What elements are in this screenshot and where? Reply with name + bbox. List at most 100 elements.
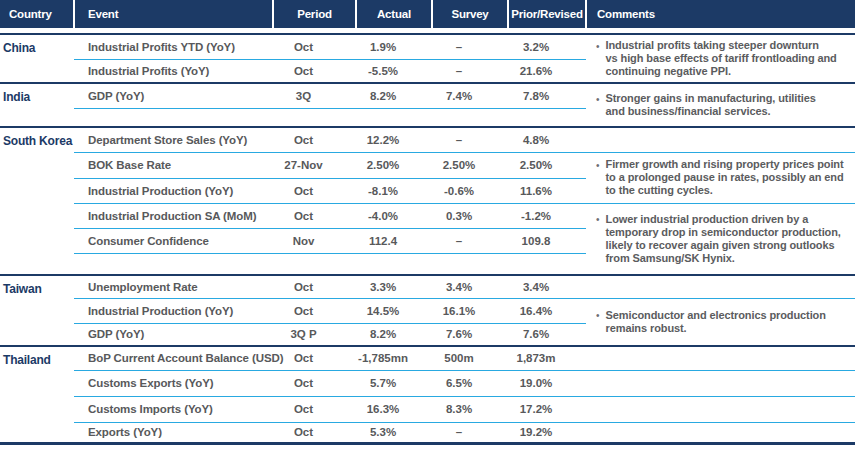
- event-cell: BoP Current Account Balance (USD): [74, 346, 273, 370]
- header-comments: Comments: [586, 0, 855, 28]
- prior-cell: 3.2%: [508, 34, 586, 59]
- header-prior-revised: Prior/Revised: [508, 0, 586, 28]
- header-row: Country Event Period Actual Survey Prior…: [0, 0, 855, 28]
- survey-cell: 2.50%: [432, 152, 508, 178]
- event-cell: GDP (YoY): [74, 323, 273, 346]
- table-row: Industrial Production (YoY) Oct 14.5% 16…: [0, 298, 855, 323]
- comment: • Semiconductor and electronics producti…: [596, 309, 855, 335]
- country-group-thailand: Thailand BoP Current Account Balance (US…: [0, 346, 855, 443]
- comment-cell: [586, 370, 855, 396]
- comment: • Stronger gains in manufacturing, utili…: [596, 92, 855, 118]
- comment: • Industrial profits taking steeper down…: [596, 39, 855, 78]
- actual-cell: 12.2%: [356, 127, 432, 152]
- period-cell: Oct: [273, 346, 356, 370]
- comment-cell: • Semiconductor and electronics producti…: [586, 298, 855, 346]
- comment-cell: • Lower industrial production driven by …: [586, 203, 855, 275]
- comment-text: Industrial profits taking steeper downtu…: [606, 39, 837, 78]
- table-row: China Industrial Profits YTD (YoY) Oct 1…: [0, 34, 855, 59]
- survey-cell: –: [432, 34, 508, 59]
- prior-cell: 1,873m: [508, 346, 586, 370]
- economic-data-table: Country Event Period Actual Survey Prior…: [0, 0, 855, 445]
- table-row: South Korea Department Store Sales (YoY)…: [0, 127, 855, 152]
- comment-text: Lower industrial production driven by a …: [606, 213, 841, 265]
- actual-cell: 8.2%: [356, 323, 432, 346]
- comment: • Firmer growth and rising property pric…: [596, 158, 855, 197]
- comment-text: Stronger gains in manufacturing, utiliti…: [606, 92, 816, 118]
- table-row: Thailand BoP Current Account Balance (US…: [0, 346, 855, 370]
- country-group-india: India GDP (YoY) 3Q 8.2% 7.4% 7.8% • Stro…: [0, 83, 855, 127]
- actual-cell: -5.5%: [356, 59, 432, 83]
- comment-text: Semiconductor and electronics production…: [606, 309, 826, 335]
- prior-cell: 17.2%: [508, 396, 586, 422]
- survey-cell: -0.6%: [432, 178, 508, 203]
- country-group-south-korea: South Korea Department Store Sales (YoY)…: [0, 127, 855, 275]
- period-cell: Oct: [273, 370, 356, 396]
- survey-cell: 8.3%: [432, 396, 508, 422]
- comment: • Lower industrial production driven by …: [596, 213, 855, 265]
- survey-cell: 7.6%: [432, 323, 508, 346]
- prior-cell: 21.6%: [508, 59, 586, 83]
- prior-cell: 7.6%: [508, 323, 586, 346]
- event-cell: Consumer Confidence: [74, 228, 273, 253]
- survey-cell: 0.3%: [432, 203, 508, 228]
- comment-cell: [586, 346, 855, 370]
- comment-cell: [586, 275, 855, 298]
- prior-cell: 2.50%: [508, 152, 586, 178]
- comment-cell: [586, 127, 855, 152]
- header-actual: Actual: [356, 0, 432, 28]
- survey-cell: 3.4%: [432, 275, 508, 298]
- survey-cell: –: [432, 422, 508, 443]
- comment-cell: • Firmer growth and rising property pric…: [586, 152, 855, 203]
- table-header: Country Event Period Actual Survey Prior…: [0, 0, 855, 34]
- table-row: Exports (YoY) Oct 5.3% – 19.2%: [0, 422, 855, 443]
- bullet-icon: •: [596, 92, 600, 106]
- event-cell: Industrial Profits YTD (YoY): [74, 34, 273, 59]
- period-cell: Oct: [273, 59, 356, 83]
- survey-cell: –: [432, 127, 508, 152]
- period-cell: Oct: [273, 203, 356, 228]
- country-group-taiwan: Taiwan Unemployment Rate Oct 3.3% 3.4% 3…: [0, 275, 855, 346]
- country-label: Thailand: [0, 346, 74, 443]
- comment-cell: • Industrial profits taking steeper down…: [586, 34, 855, 83]
- actual-cell: 112.4: [356, 228, 432, 253]
- actual-cell: -8.1%: [356, 178, 432, 203]
- event-cell: Industrial Production (YoY): [74, 298, 273, 323]
- period-cell: Oct: [273, 275, 356, 298]
- actual-cell: 16.3%: [356, 396, 432, 422]
- bullet-icon: •: [596, 213, 600, 227]
- prior-cell: -1.2%: [508, 203, 586, 228]
- prior-cell: 11.6%: [508, 178, 586, 203]
- actual-cell: -1,785mn: [356, 346, 432, 370]
- survey-cell: 6.5%: [432, 370, 508, 396]
- event-cell: Industrial Production (YoY): [74, 178, 273, 203]
- prior-cell: 19.0%: [508, 370, 586, 396]
- bullet-icon: •: [596, 309, 600, 323]
- survey-cell: –: [432, 228, 508, 253]
- comment-cell: [586, 422, 855, 443]
- period-cell: Oct: [273, 34, 356, 59]
- prior-cell: 19.2%: [508, 422, 586, 443]
- event-cell: Department Store Sales (YoY): [74, 127, 273, 152]
- actual-cell: 5.7%: [356, 370, 432, 396]
- table-row: BOK Base Rate 27-Nov 2.50% 2.50% 2.50% •…: [0, 152, 855, 178]
- header-country: Country: [0, 0, 74, 28]
- comment-cell: [586, 396, 855, 422]
- prior-cell: 3.4%: [508, 275, 586, 298]
- prior-cell: 109.8: [508, 228, 586, 253]
- actual-cell: 2.50%: [356, 152, 432, 178]
- survey-cell: 16.1%: [432, 298, 508, 323]
- prior-cell: 7.8%: [508, 83, 586, 108]
- header-event: Event: [74, 0, 273, 28]
- header-period: Period: [273, 0, 356, 28]
- country-label: South Korea: [0, 127, 74, 275]
- period-cell: 3Q P: [273, 323, 356, 346]
- period-cell: Oct: [273, 298, 356, 323]
- period-cell: 27-Nov: [273, 152, 356, 178]
- prior-cell: 4.8%: [508, 127, 586, 152]
- period-cell: Oct: [273, 178, 356, 203]
- bullet-icon: •: [596, 39, 600, 53]
- table-row: Customs Imports (YoY) Oct 16.3% 8.3% 17.…: [0, 396, 855, 422]
- event-cell: Exports (YoY): [74, 422, 273, 443]
- actual-cell: 1.9%: [356, 34, 432, 59]
- period-cell: Oct: [273, 396, 356, 422]
